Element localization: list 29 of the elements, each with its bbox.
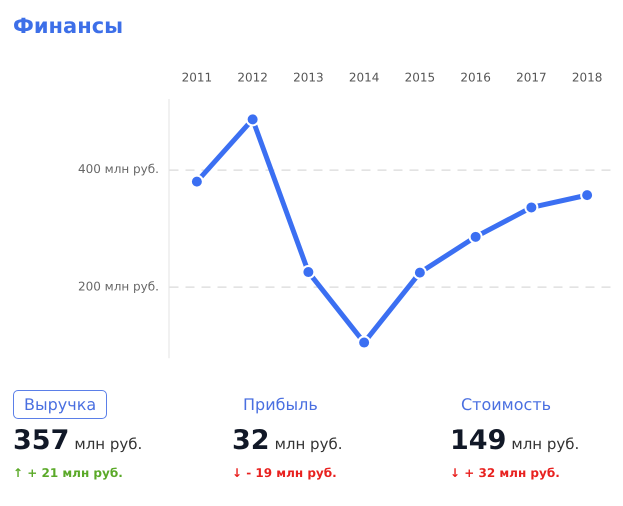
text: 149 [450,425,506,456]
x-tick-label: 2017 [516,70,547,84]
text: ↓ + 32 млн руб. [450,466,561,480]
point [301,265,316,280]
x-tick-label: 2014 [348,70,380,84]
point [246,112,260,126]
point [190,174,204,189]
x-tick-label: 2012 [237,70,268,84]
x-tick-label: 2016 [460,70,491,84]
point [468,230,483,244]
text: Стоимость [460,394,552,416]
chart-title: Финансы [13,14,124,38]
text: 357 [13,425,70,456]
text: млн руб. [74,435,142,453]
x-tick-label: 2011 [182,70,212,84]
text: ↑ + 21 млн руб. [13,466,124,480]
text: млн руб. [274,435,342,453]
text: млн руб. [511,435,580,453]
text: Выручка [13,390,108,419]
text: Прибыль [242,394,319,416]
point [580,188,594,202]
text: ↓ - 19 млн руб. [232,466,338,480]
y-tick-label: 400 млн руб. [78,162,159,176]
point [412,266,427,280]
y-tick-label: 200 млн руб. [78,279,159,294]
text: 32 [232,425,270,456]
x-tick-label: 2015 [404,70,436,84]
x-tick-label: 2018 [572,70,602,84]
x-tick-label: 2013 [293,70,324,84]
